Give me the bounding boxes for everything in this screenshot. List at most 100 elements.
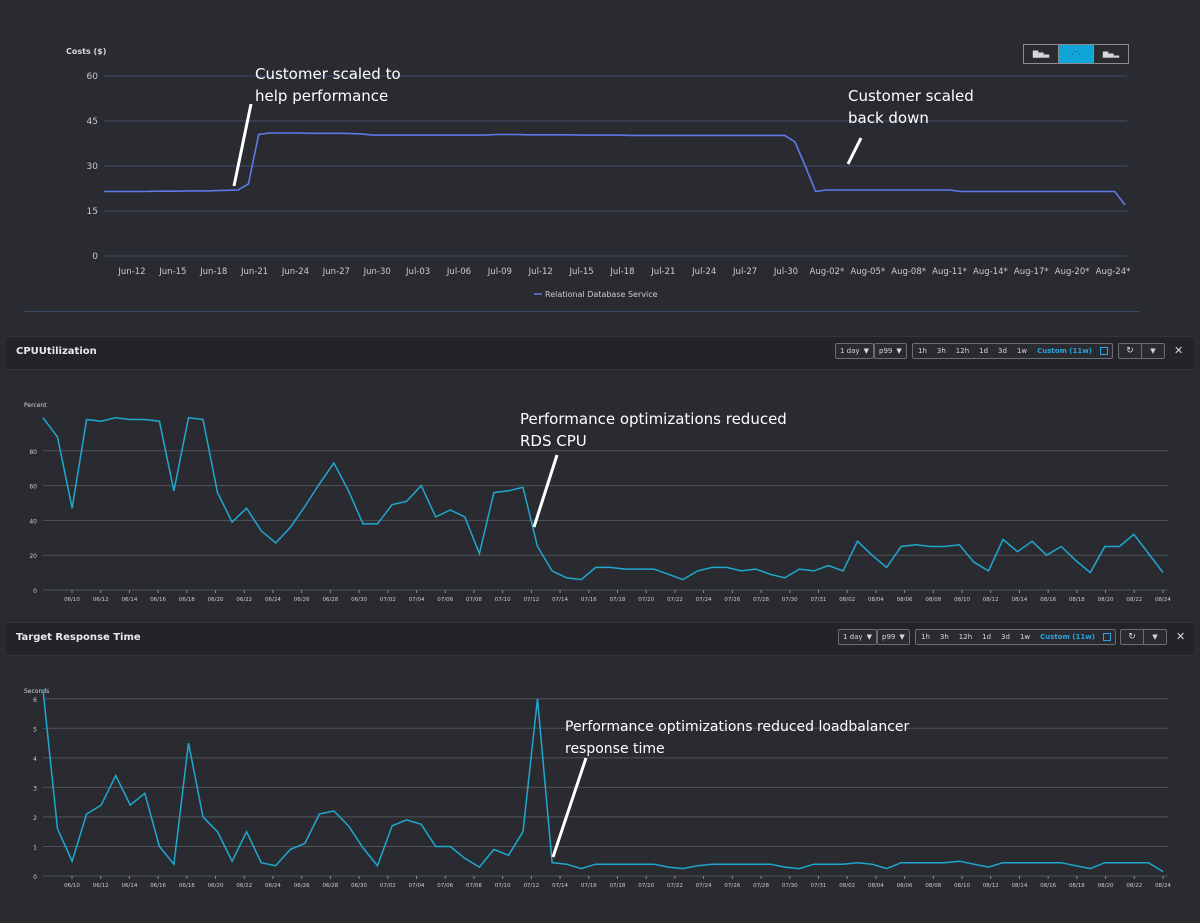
- statistic-select[interactable]: p99 ▼: [877, 629, 910, 645]
- x-tick-label: 06/18: [179, 597, 195, 603]
- x-tick-label: 08/20: [1098, 883, 1114, 889]
- x-tick-label: Jun-27: [322, 267, 350, 277]
- x-tick-label: 06/20: [208, 597, 224, 603]
- x-tick-label: 08/06: [897, 883, 913, 889]
- x-tick-label: Aug-17*: [1014, 267, 1049, 277]
- annotation-arrow: [551, 757, 588, 858]
- x-tick-label: 08/18: [1069, 883, 1085, 889]
- x-tick-label: 08/14: [1012, 597, 1028, 603]
- annotation-line: Performance optimizations reduced: [520, 410, 787, 428]
- x-tick-label: 07/18: [610, 883, 626, 889]
- x-tick-label: 07/28: [753, 883, 769, 889]
- range-12h[interactable]: 12h: [958, 633, 973, 641]
- x-tick-label: 08/22: [1126, 597, 1142, 603]
- x-tick-label: 07/02: [380, 597, 396, 603]
- stacked-bar-icon[interactable]: ▆▄▂: [1093, 45, 1128, 63]
- y-tick-label: 45: [87, 117, 98, 127]
- annotation-line: back down: [848, 109, 929, 127]
- bar-chart-icon[interactable]: ▇▅▃: [1032, 50, 1050, 58]
- range-custom[interactable]: Custom (11w): [1040, 633, 1095, 641]
- range-3d[interactable]: 3d: [998, 347, 1007, 355]
- trt-chart: 0 1 2 3 4 5 6 Seconds 06/10 06/12 06/14 06/16 06/18 0…: [24, 688, 1171, 889]
- y-tick-label: 0: [33, 588, 37, 595]
- statistic-value: p99: [879, 347, 893, 355]
- x-tick-label: Jul-18: [609, 267, 634, 277]
- x-tick-label: 07/26: [724, 597, 740, 603]
- refresh-icon[interactable]: ↻: [1128, 632, 1136, 642]
- chart-view-toggle[interactable]: ▇▅▃ ⋰⋱ ▆▄▂: [1023, 44, 1129, 64]
- x-tick-label: Jul-27: [732, 267, 757, 277]
- range-12h[interactable]: 12h: [955, 347, 970, 355]
- y-tick-label: 4: [33, 756, 37, 763]
- x-tick-label: 07/12: [523, 597, 539, 603]
- y-tick-label: 15: [87, 207, 98, 217]
- x-tick-label: Jun-15: [158, 267, 186, 277]
- x-tick-label: 06/24: [265, 597, 281, 603]
- statistic-select[interactable]: p99 ▼: [874, 343, 907, 359]
- divider: [24, 311, 1140, 312]
- range-3d[interactable]: 3d: [1001, 633, 1010, 641]
- line-chart-icon[interactable]: ⋰⋱: [1058, 45, 1093, 63]
- y-tick-label: 60: [29, 484, 37, 491]
- range-3h[interactable]: 3h: [936, 347, 946, 355]
- period-select[interactable]: 1 day ▼: [835, 343, 874, 359]
- x-tick-label: 08/16: [1040, 597, 1056, 603]
- x-tick-label: 07/20: [638, 597, 654, 603]
- range-custom[interactable]: Custom (11w): [1037, 347, 1092, 355]
- calendar-icon[interactable]: [1102, 633, 1111, 641]
- range-1w[interactable]: 1w: [1016, 347, 1028, 355]
- range-1h[interactable]: 1h: [918, 347, 927, 355]
- x-tick-label: 06/24: [265, 883, 281, 889]
- x-tick-label: 08/12: [983, 883, 999, 889]
- range-1d[interactable]: 1d: [979, 347, 989, 355]
- x-tick-label: 06/22: [236, 883, 252, 889]
- x-tick-label: 06/26: [294, 597, 310, 603]
- annotation-line: Customer scaled to: [255, 65, 401, 83]
- y-axis-label: Percent: [24, 402, 47, 409]
- period-select[interactable]: 1 day ▼: [838, 629, 877, 645]
- close-icon[interactable]: ✕: [1176, 630, 1186, 643]
- x-tick-label: Aug-08*: [891, 267, 926, 277]
- close-icon[interactable]: ✕: [1174, 344, 1184, 357]
- range-1h[interactable]: 1h: [921, 633, 930, 641]
- x-tick-label: Jul-21: [650, 267, 675, 277]
- x-tick-label: 07/12: [523, 883, 539, 889]
- x-tick-label: 07/26: [724, 883, 740, 889]
- x-tick-label: 07/20: [638, 883, 654, 889]
- refresh-options-icon[interactable]: ▼: [1141, 344, 1164, 358]
- cpu-panel-header: CPUUtilization 1 day ▼ p99 ▼ 1h 3h 12h 1d …: [6, 336, 1194, 370]
- refresh-options-icon[interactable]: ▼: [1143, 630, 1166, 644]
- series-line: [42, 416, 1164, 581]
- y-tick-label: 3: [33, 785, 37, 792]
- annotation-line: help performance: [255, 87, 389, 105]
- x-tick-label: Jun-21: [240, 267, 268, 277]
- y-axis-label: Costs ($): [66, 47, 106, 56]
- x-tick-label: 07/02: [380, 883, 396, 889]
- range-1d[interactable]: 1d: [982, 633, 992, 641]
- y-tick-label: 20: [29, 553, 37, 560]
- x-tick-label: 07/10: [495, 883, 511, 889]
- x-tick-label: 08/22: [1126, 883, 1142, 889]
- x-tick-label: 08/08: [925, 597, 941, 603]
- trt-panel-header: Target Response Time 1 day ▼ p99 ▼ 1h 3h 1…: [6, 622, 1194, 656]
- x-tick-label: Jul-15: [569, 267, 594, 277]
- y-tick-label: 6: [33, 697, 37, 704]
- x-tick-label: Aug-11*: [932, 267, 967, 277]
- range-3h[interactable]: 3h: [939, 633, 949, 641]
- x-tick-label: 06/12: [93, 883, 109, 889]
- refresh-icon[interactable]: ↻: [1126, 346, 1134, 356]
- range-1w[interactable]: 1w: [1019, 633, 1031, 641]
- cost-panel: ▇▅▃ ⋰⋱ ▆▄▂ 0 15 30 45 60 Costs ($) Jun-12 Jun-1…: [0, 0, 1200, 330]
- x-tick-label: 07/04: [409, 883, 425, 889]
- x-tick-label: Jul-12: [528, 267, 553, 277]
- time-range-group: 1h 3h 12h 1d 3d 1w Custom (11w): [912, 343, 1113, 359]
- period-value: 1 day: [843, 633, 863, 641]
- x-tick-label: 07/16: [581, 597, 597, 603]
- x-tick-label: 08/02: [839, 883, 855, 889]
- period-value: 1 day: [840, 347, 860, 355]
- y-tick-label: 5: [33, 726, 37, 733]
- x-tick-label: 07/22: [667, 597, 683, 603]
- caret-down-icon: ▼: [866, 633, 872, 641]
- x-tick-label: 07/24: [696, 883, 712, 889]
- calendar-icon[interactable]: [1099, 347, 1108, 355]
